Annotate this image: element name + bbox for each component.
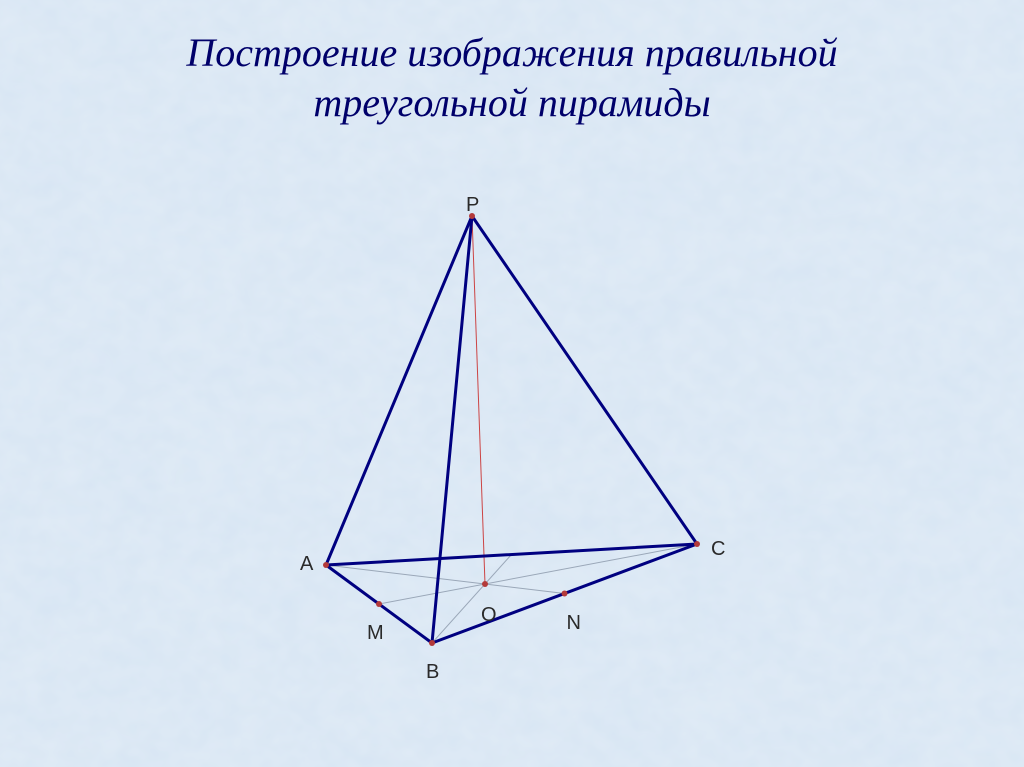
label-B: B bbox=[426, 661, 439, 684]
apex-height-line bbox=[472, 216, 485, 584]
label-A: A bbox=[300, 553, 313, 576]
slide-title: Построение изображения правильной треуго… bbox=[0, 28, 1024, 128]
title-line-2: треугольной пирамиды bbox=[0, 78, 1024, 128]
label-M: M bbox=[367, 622, 384, 645]
label-C: C bbox=[711, 538, 725, 561]
label-O: O bbox=[481, 604, 497, 627]
label-N: N bbox=[567, 612, 581, 635]
vertex-points bbox=[323, 213, 700, 646]
title-line-1: Построение изображения правильной bbox=[0, 28, 1024, 78]
label-P: P bbox=[466, 194, 479, 217]
